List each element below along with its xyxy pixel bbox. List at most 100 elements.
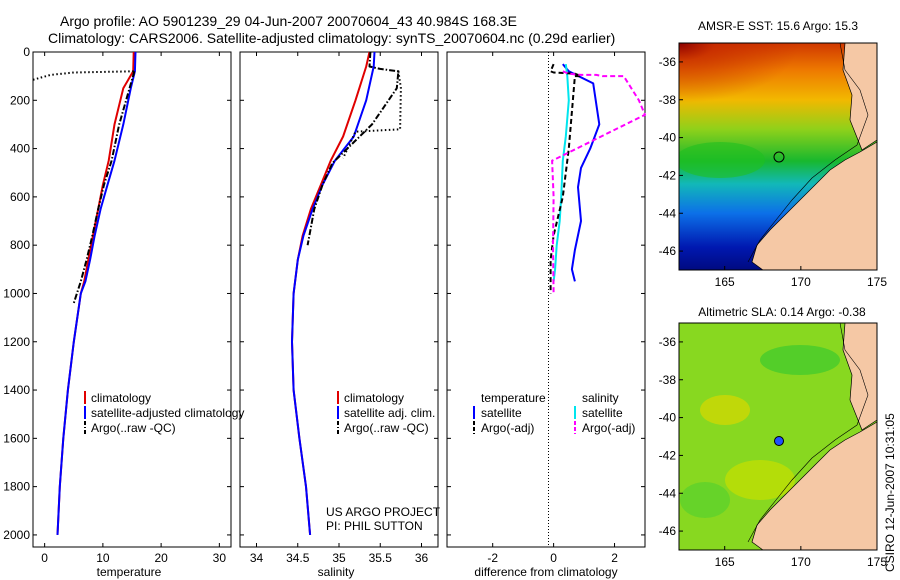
x-tick-label: 35.5: [369, 551, 393, 565]
map-y-tick-label: -42: [659, 168, 677, 182]
legend-title-salinity: salinity: [582, 391, 619, 405]
legend-label-satellite: satellite-adjusted climatology: [91, 406, 244, 420]
map-y-tick-label: -38: [659, 93, 677, 107]
map-y-tick-label: -38: [659, 373, 677, 387]
legend-label-climatology: climatology: [344, 391, 404, 405]
series-salinity-satellite: [552, 63, 570, 282]
x-tick-label: -2: [487, 551, 498, 565]
x-tick-label: 36: [415, 551, 429, 565]
credit-pi: PI: PHIL SUTTON: [326, 519, 423, 533]
credit-project: US ARGO PROJECT: [326, 505, 441, 519]
sst-map-title: AMSR-E SST: 15.6 Argo: 15.3: [698, 19, 858, 33]
sst-land-south-island: [751, 141, 877, 270]
x-tick-label: 35: [332, 551, 346, 565]
header-line1: Argo profile: AO 5901239_29 04-Jun-2007 …: [60, 13, 517, 29]
legend-title-temperature: temperature: [481, 391, 546, 405]
x-tick-label: 34: [250, 551, 264, 565]
sla-land-south-island: [751, 421, 877, 550]
salinity-ticks: 34 34.5 35 35.5 36: [240, 51, 438, 565]
difference-axes: [446, 51, 646, 548]
temperature-series: [32, 51, 137, 535]
map-x-tick-label: 165: [715, 555, 735, 569]
sla-low-patch-1: [760, 345, 840, 375]
x-tick-label: 0: [550, 551, 557, 565]
sst-map-frame: [678, 42, 878, 271]
y-tick-label: 200: [10, 93, 30, 107]
x-tick-label: 20: [154, 551, 168, 565]
legend-label-satellite: satellite adj. clim.: [344, 406, 435, 420]
series-satellite-adj-clim: [291, 51, 376, 535]
sst-green-patch: [679, 142, 765, 178]
y-tick-label: 1000: [3, 286, 30, 300]
y-tick-label: 400: [10, 142, 30, 156]
legend-label-argo: Argo(..raw -QC): [344, 421, 429, 435]
sst-land-north-island: [842, 43, 877, 151]
y-tick-label: 2000: [3, 528, 30, 542]
sst-argo-marker: [773, 151, 785, 163]
y-tick-label: 1200: [3, 335, 30, 349]
map-x-tick-label: 175: [867, 555, 887, 569]
x-tick-label: 2: [611, 551, 618, 565]
sla-high-patch-1: [700, 395, 750, 425]
y-tick-label: 1600: [3, 431, 30, 445]
map-x-tick-label: 170: [791, 555, 811, 569]
map-y-tick-label: -36: [659, 55, 677, 69]
sla-map-title: Altimetric SLA: 0.14 Argo: -0.38: [698, 305, 866, 319]
y-tick-label: 1400: [3, 383, 30, 397]
temperature-ticks: 0 10 20 30 0 200 400 600 800 1000 1200 1400 1600 1800…: [3, 45, 231, 565]
sst-map-panel: AMSR-E SST: 15.6 Argo: 15.3 165 170 175 -36…: [659, 19, 888, 289]
salinity-legend: climatology satellite adj. clim. Argo(..…: [337, 391, 435, 435]
series-argo-raw-qc: [306, 51, 400, 246]
series-argo-raw: [342, 71, 402, 159]
salinity-xlabel: salinity: [318, 565, 355, 579]
temperature-xlabel: temperature: [97, 565, 162, 579]
sla-isobath: [747, 323, 869, 543]
salinity-series: [291, 51, 402, 535]
sla-low-patch-2: [680, 482, 730, 518]
map-y-tick-label: -44: [659, 206, 677, 220]
sla-map-ticks: 165 170 175 -36 -38 -40 -42 -44 -46: [659, 335, 888, 569]
legend-label-argo: Argo(..raw -QC): [91, 421, 176, 435]
salinity-axes: [239, 51, 439, 548]
x-tick-label: 30: [213, 551, 227, 565]
sla-map-image: [679, 323, 877, 550]
map-y-tick-label: -46: [659, 244, 677, 258]
y-tick-label: 600: [10, 190, 30, 204]
legend-label-sal-satellite: satellite: [582, 406, 623, 420]
map-x-tick-label: 175: [867, 275, 887, 289]
sst-map-image: [679, 43, 877, 270]
map-y-tick-label: -40: [659, 411, 677, 425]
difference-legend: temperature satellite Argo(-adj) salinit…: [473, 391, 635, 435]
legend-label-temp-satellite: satellite: [481, 406, 522, 420]
series-argo-raw: [32, 70, 134, 81]
legend-label-climatology: climatology: [91, 391, 151, 405]
sst-map-ticks: 165 170 175 -36 -38 -40 -42 -44 -46: [659, 55, 888, 289]
temperature-legend: climatology satellite-adjusted climatolo…: [84, 391, 244, 435]
map-y-tick-label: -42: [659, 448, 677, 462]
footer-timestamp: CSIRO 12-Jun-2007 10:31:05: [883, 413, 897, 572]
map-y-tick-label: -44: [659, 486, 677, 500]
sla-high-patch-2: [725, 460, 795, 500]
x-tick-label: 0: [41, 551, 48, 565]
map-y-tick-label: -40: [659, 131, 677, 145]
map-y-tick-label: -36: [659, 335, 677, 349]
x-tick-label: 34.5: [286, 551, 310, 565]
map-x-tick-label: 165: [715, 275, 735, 289]
map-x-tick-label: 170: [791, 275, 811, 289]
header-line2: Climatology: CARS2006. Satellite-adjuste…: [48, 30, 615, 46]
difference-series: [549, 63, 646, 294]
series-salinity-argo-adj: [551, 70, 646, 294]
sst-warm-corner: [679, 43, 799, 103]
difference-xlabel: difference from climatology: [474, 565, 617, 579]
difference-panel: -2 0 2 difference from climatology tempera…: [446, 51, 646, 579]
y-tick-label: 800: [10, 238, 30, 252]
series-argo-raw-qc: [72, 71, 136, 304]
temperature-panel: 0 10 20 30 0 200 400 600 800 1000 1200 1400 1600 1800…: [3, 45, 244, 579]
sla-map-panel: Altimetric SLA: 0.14 Argo: -0.38 165 170 1…: [659, 305, 888, 569]
y-tick-label: 0: [23, 45, 30, 59]
sla-land-north-island: [842, 323, 877, 431]
sst-isobath: [747, 43, 869, 263]
difference-ticks: -2 0 2: [447, 51, 645, 565]
